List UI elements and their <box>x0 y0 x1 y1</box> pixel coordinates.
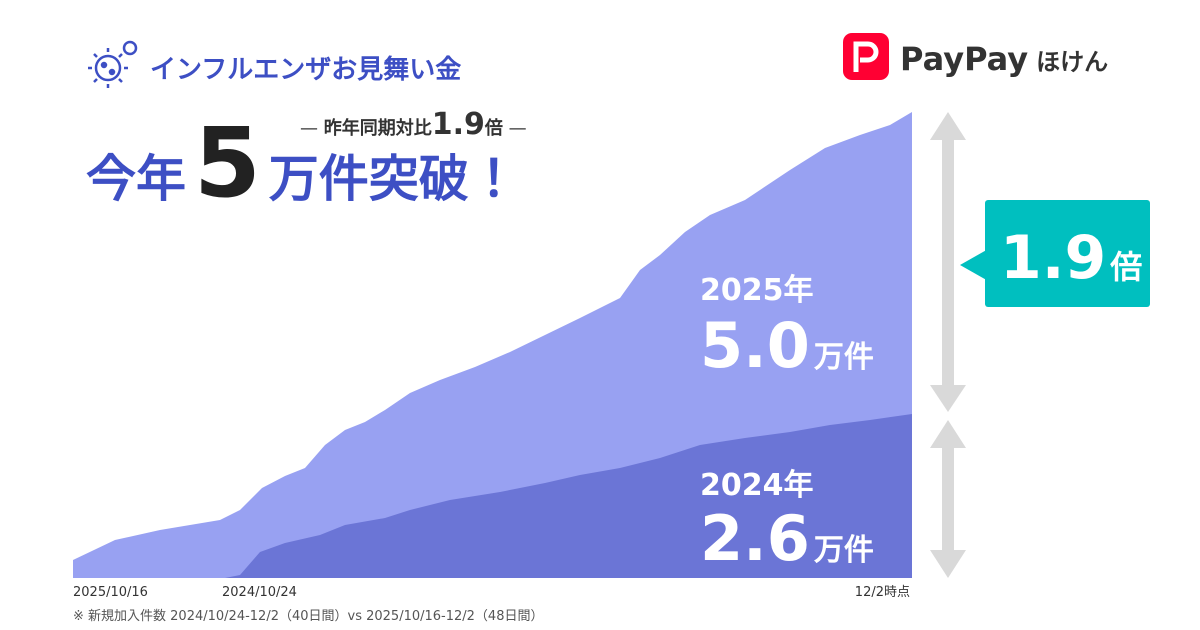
title: インフルエンザお見舞い金 <box>150 55 461 85</box>
sub-headline: — 昨年同期対比1.9倍 — <box>300 107 527 142</box>
footnote: ※ 新規加入件数 2024/10/24-12/2（40日間）vs 2025/10… <box>73 609 543 624</box>
logo-text: PayPay ほけん <box>900 40 1108 78</box>
ratio-badge: 1.9 倍 <box>960 200 1150 307</box>
headline: 今年5 万件突破！ <box>86 107 519 219</box>
virus-icon <box>88 40 138 88</box>
previous-total: 2.6 万件 <box>700 502 874 575</box>
axis-start-previous: 2024/10/24 <box>222 585 297 600</box>
logo-p <box>853 41 879 72</box>
current-total: 5.0 万件 <box>700 309 874 382</box>
area-2024 <box>225 414 912 578</box>
previous-year: 2024年 <box>700 468 814 503</box>
axis-start-current: 2025/10/16 <box>73 585 148 600</box>
axis-end: 12/2時点 <box>855 585 910 600</box>
current-year: 2025年 <box>700 273 814 308</box>
badge-text: 1.9 倍 <box>1000 223 1142 293</box>
logo-mark <box>843 33 889 80</box>
range-arrows <box>930 112 966 578</box>
